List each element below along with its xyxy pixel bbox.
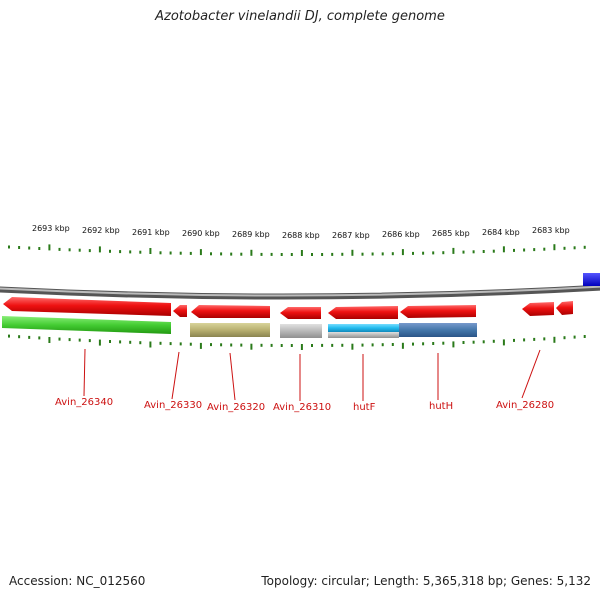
scale-label: 2691 kbp [132,228,170,237]
leader-line [83,348,86,397]
gene-label: Avin_26280 [496,400,554,411]
gene-label: hutH [429,401,453,412]
gene-arrow-huth [400,305,476,318]
scale-ticks-inner [8,334,586,350]
scale-label: 2692 kbp [82,226,120,235]
cds-bar-green [2,316,171,334]
scale-label: 2690 kbp [182,229,220,238]
gene-label: Avin_26320 [207,402,265,413]
label-leaders [83,348,541,401]
gene-arrow-avin-26330 [173,305,187,317]
genome-summary-text: Topology: circular; Length: 5,365,318 bp… [261,574,591,588]
gene-track [3,297,573,319]
scale-label: 2687 kbp [332,231,370,240]
scale-label: 2693 kbp [32,224,70,233]
gene-arrow-avin-26310 [280,307,321,319]
gene-arrow-avin-26320 [191,305,270,318]
cds-bar-steel [399,323,477,337]
gene-label: hutF [353,402,376,413]
cds-track [2,316,477,338]
gene-label: Avin_26310 [273,402,331,413]
leader-line [521,349,541,399]
scale-ticks-outer [8,244,586,256]
gene-arrow-small [556,301,573,315]
scale-label: 2685 kbp [432,229,470,238]
feature-edge-blue [583,273,600,286]
genome-backbone-highlight [0,285,600,297]
cds-bar-cyan [328,324,399,332]
gene-arrow-avin-26340 [3,297,171,316]
cds-bar-gray [280,324,322,338]
gene-label: Avin_26340 [55,397,113,408]
leader-line [229,352,236,401]
scale-label: 2686 kbp [382,230,420,239]
accession-text: Accession: NC_012560 [9,574,146,588]
gene-arrow-avin-26280 [522,302,554,316]
gene-arrow-hutf [328,306,398,319]
map-title: Azotobacter vinelandii DJ, complete geno… [155,9,445,24]
leader-line [171,351,180,400]
scale-label: 2688 kbp [282,231,320,240]
scale-labels: 2693 kbp 2692 kbp 2691 kbp 2690 kbp 2689… [32,224,570,240]
scale-label: 2684 kbp [482,228,520,237]
gene-label: Avin_26330 [144,400,202,411]
scale-label: 2689 kbp [232,230,270,239]
cds-bar-cyan-lower [328,332,399,338]
cds-bar-olive [190,323,270,337]
gene-labels: Avin_26340 Avin_26330 Avin_26320 Avin_26… [55,397,554,413]
scale-label: 2683 kbp [532,226,570,235]
